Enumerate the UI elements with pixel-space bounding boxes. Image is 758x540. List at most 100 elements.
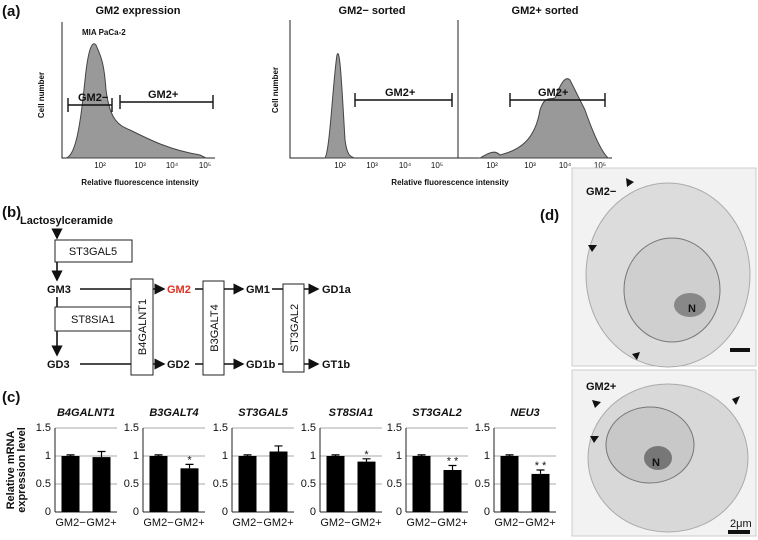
- x-tick-label: 10⁴: [166, 161, 179, 170]
- bar: [500, 456, 519, 512]
- y-tick-label: 1.5: [124, 422, 139, 434]
- y-tick-label: 0: [484, 506, 490, 518]
- bar: [269, 451, 288, 512]
- y-tick-label: 1.5: [475, 422, 490, 434]
- error-bar: [185, 463, 194, 469]
- panel-label: (c): [2, 389, 20, 406]
- y-tick-label: 1: [133, 450, 139, 462]
- nucleus: [623, 237, 721, 343]
- y-axis-label: Cell number: [271, 67, 280, 113]
- error-bar: [536, 469, 545, 474]
- lipid: GD3: [47, 359, 70, 371]
- x-tick-label: 10³: [366, 161, 378, 170]
- enzyme-box: [54, 306, 133, 332]
- lipid: GM3: [47, 284, 71, 296]
- y-axis-label: Relative mRNA: [5, 431, 17, 510]
- y-tick-label: 0: [45, 506, 51, 518]
- chart-title: B3GALT4: [149, 407, 198, 419]
- bar: [238, 456, 257, 512]
- bar: [357, 461, 376, 512]
- y-tick-label: 1: [484, 450, 490, 462]
- bar: [531, 473, 550, 512]
- nucleus: [605, 406, 695, 484]
- x-axis-label: Relative fluorescence intensity: [81, 178, 199, 187]
- x-tick-label: GM2−: [143, 517, 173, 529]
- y-tick-label: 1: [222, 450, 228, 462]
- error-bar: [243, 454, 252, 456]
- lipid: GM2: [167, 284, 191, 296]
- x-tick-label: GM2+: [263, 517, 293, 529]
- significance: * *: [447, 456, 459, 468]
- x-tick-label: GM2+: [351, 517, 381, 529]
- x-tick-label: 10⁴: [399, 161, 412, 170]
- x-ticks: 10² 10³ 10⁴ 10⁵ 10² 10³ 10⁴ 10⁵: [334, 161, 606, 170]
- panel-title: GM2−: [586, 186, 616, 198]
- x-tick-label: GM2−: [494, 517, 524, 529]
- y-tick-label: 1.5: [36, 422, 51, 434]
- lipid: GM1: [246, 284, 270, 296]
- x-tick-label: 10⁵: [594, 161, 606, 170]
- y-tick-label: 0.5: [301, 478, 316, 490]
- panel-d: (d) GM2− N GM2+ N 2μm: [540, 167, 757, 537]
- x-tick-label: 10²: [486, 161, 498, 170]
- x-tick-label: GM2−: [406, 517, 436, 529]
- x-tick-label: 10⁴: [559, 161, 572, 170]
- error-bar: [448, 464, 457, 470]
- x-tick-label: GM2−: [320, 517, 350, 529]
- lipid: GT1b: [322, 359, 350, 371]
- nucleolus: [644, 446, 672, 470]
- nucleus-label: N: [652, 457, 660, 469]
- bar: [443, 470, 462, 512]
- bar: [412, 456, 431, 512]
- bar: [92, 457, 111, 512]
- chart-title: ST3GAL5: [238, 407, 288, 419]
- lipid: GD1b: [246, 359, 276, 371]
- x-tick-label: GM2+: [437, 517, 467, 529]
- y-tick-label: 1: [45, 450, 51, 462]
- y-tick-label: 0.5: [387, 478, 402, 490]
- gate: [354, 93, 453, 107]
- y-tick-label: 0.5: [475, 478, 490, 490]
- enzyme-box: [202, 280, 225, 376]
- y-tick-label: 0: [222, 506, 228, 518]
- x-tick-label: GM2+: [174, 517, 204, 529]
- gate-label: GM2+: [148, 89, 178, 101]
- error-bar: [97, 450, 106, 458]
- scale-bar: [728, 530, 750, 534]
- y-tick-label: 0: [310, 506, 316, 518]
- sample-name: MIA PaCa-2: [82, 28, 126, 37]
- chart-title: B4GALNT1: [57, 407, 115, 419]
- histogram: [324, 53, 356, 159]
- panel-c: (c) Relative mRNA expression level B4GAL…: [2, 389, 556, 529]
- y-axis-label: Cell number: [37, 72, 46, 118]
- gate-label: GM2+: [538, 87, 568, 99]
- gate: [67, 98, 113, 112]
- error-bar: [362, 458, 371, 462]
- y-tick-label: 0.5: [124, 478, 139, 490]
- y-tick-label: 1.5: [387, 422, 402, 434]
- bar: [180, 468, 199, 512]
- y-tick-label: 1: [396, 450, 402, 462]
- gate-label: GM2−: [78, 92, 108, 104]
- gate: [119, 95, 214, 109]
- x-tick-label: 10³: [524, 161, 536, 170]
- lipid: GD2: [167, 359, 190, 371]
- scale-label: 2μm: [730, 518, 752, 530]
- x-tick-label: GM2+: [525, 517, 555, 529]
- hist-title: GM2− sorted: [339, 5, 406, 17]
- hist-title: GM2+ sorted: [512, 5, 579, 17]
- histogram: [478, 78, 610, 159]
- chart-title: ST8SIA1: [329, 407, 374, 419]
- enzyme: ST3GAL5: [69, 246, 117, 258]
- error-bar: [417, 454, 426, 456]
- panel-a: (a) GM2 expression MIA PaCa-2 Cell numbe…: [2, 3, 612, 187]
- x-tick-label: GM2−: [55, 517, 85, 529]
- x-axis-label: Relative fluorescence intensity: [391, 178, 509, 187]
- x-tick-label: 10³: [134, 161, 146, 170]
- error-bar: [505, 454, 514, 456]
- y-tick-label: 0.5: [36, 478, 51, 490]
- y-tick-label: 0: [133, 506, 139, 518]
- error-bar: [274, 445, 283, 452]
- x-tick-label: GM2+: [86, 517, 116, 529]
- chart-title: ST3GAL2: [412, 407, 462, 419]
